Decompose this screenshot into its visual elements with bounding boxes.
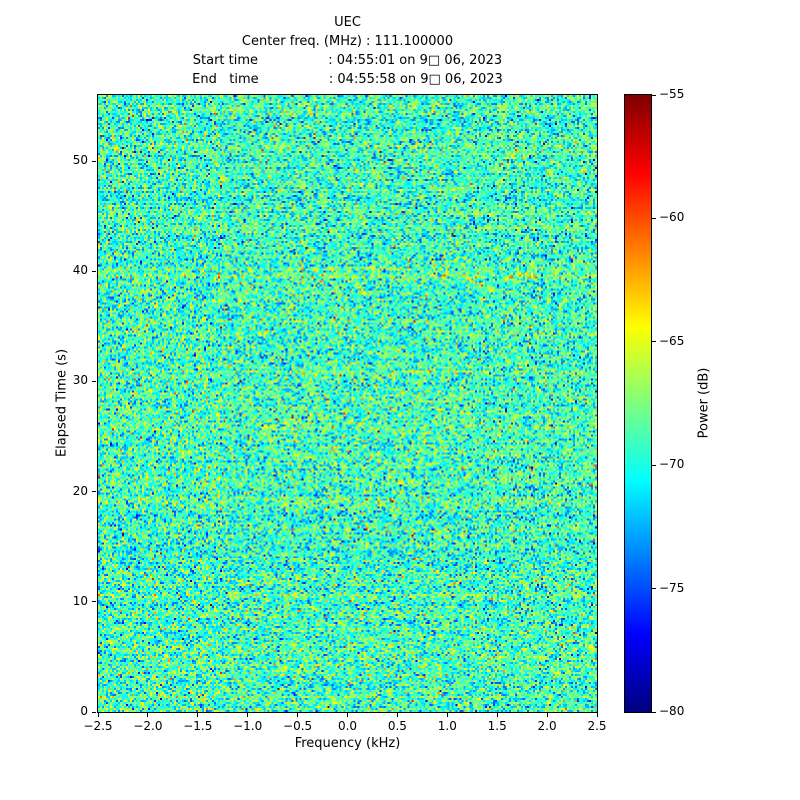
x-tick-mark: [197, 713, 199, 717]
colorbar-tick-mark: [652, 341, 656, 343]
colorbar-tick-label: −70: [659, 457, 685, 472]
center-freq-line: Center freq. (MHz) : 111.100000: [241, 34, 454, 49]
y-tick-label: 30: [72, 373, 88, 388]
x-tick-mark: [396, 713, 398, 717]
y-tick-label: 50: [72, 153, 88, 168]
y-tick-label: 20: [72, 483, 88, 498]
x-tick-mark: [596, 713, 598, 717]
x-tick-label: 0.0: [337, 719, 358, 733]
end-time-line: End time : 04:55:58 on 9□ 06, 2023: [192, 72, 503, 87]
y-tick-mark: [92, 160, 96, 162]
y-tick-mark: [92, 491, 96, 493]
y-tick-mark: [92, 711, 96, 713]
x-tick-mark: [147, 713, 149, 717]
colorbar-tick-label: −80: [659, 704, 685, 718]
y-tick-mark: [92, 380, 96, 382]
x-tick-label: −0.5: [283, 719, 313, 733]
x-tick-label: 1.0: [437, 719, 457, 733]
x-tick-mark: [496, 713, 498, 717]
y-tick-mark: [92, 270, 96, 272]
x-axis-label: Frequency (kHz): [294, 736, 401, 751]
colorbar-tick-label: −65: [659, 333, 685, 348]
colorbar-tick-mark: [652, 217, 656, 219]
y-tick-mark: [92, 601, 96, 603]
colorbar-tick-mark: [652, 464, 656, 466]
start-time-line: Start time : 04:55:01 on 9□ 06, 2023: [192, 53, 503, 68]
colorbar-gradient: [625, 95, 651, 712]
colorbar-tick-label: −75: [659, 580, 685, 595]
x-tick-mark: [446, 713, 448, 717]
spectrogram-heatmap: [98, 95, 597, 712]
colorbar-tick-mark: [652, 711, 656, 713]
x-tick-label: −2.0: [133, 719, 163, 733]
y-tick-label: 40: [72, 263, 88, 278]
x-tick-mark: [297, 713, 299, 717]
x-tick-label: −1.5: [183, 719, 213, 733]
plot-title: UEC: [334, 15, 361, 30]
colorbar: [624, 94, 652, 713]
y-tick-label: 0: [80, 704, 88, 718]
colorbar-tick-label: −60: [659, 210, 685, 225]
x-tick-label: 0.5: [387, 719, 407, 733]
colorbar-tick-mark: [652, 94, 656, 96]
x-tick-label: 1.5: [487, 719, 507, 733]
y-tick-label: 10: [72, 593, 88, 608]
heatmap-plot-area: [97, 94, 598, 713]
x-tick-mark: [247, 713, 249, 717]
figure-header: UEC Center freq. (MHz) : 111.100000 Star…: [98, 13, 597, 89]
x-tick-label: 2.5: [587, 719, 607, 733]
y-axis-label: Elapsed Time (s): [54, 348, 70, 458]
colorbar-tick-mark: [652, 588, 656, 590]
x-tick-mark: [546, 713, 548, 717]
colorbar-label: Power (dB): [696, 367, 712, 439]
x-tick-label: 2.0: [537, 719, 557, 733]
x-tick-label: −2.5: [83, 719, 113, 733]
x-tick-mark: [347, 713, 348, 717]
x-tick-mark: [97, 713, 99, 717]
colorbar-tick-label: −55: [659, 87, 685, 101]
x-tick-label: −1.0: [233, 719, 263, 733]
